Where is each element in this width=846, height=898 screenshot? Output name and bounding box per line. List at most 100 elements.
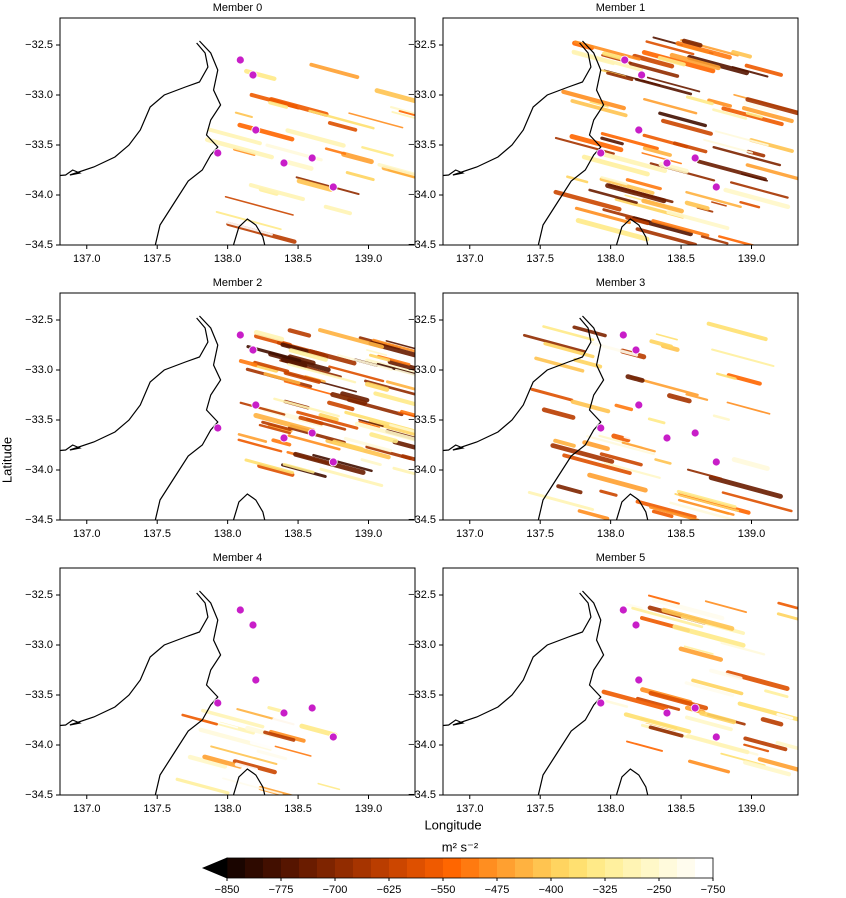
field-streak xyxy=(312,453,373,473)
station-point xyxy=(631,620,641,630)
y-tick-label: −33.0 xyxy=(25,639,53,651)
field-streak xyxy=(574,206,631,225)
field-streak xyxy=(600,136,624,146)
field-streak xyxy=(600,728,673,752)
coastline xyxy=(537,315,605,520)
x-axis-label: Longitude xyxy=(424,817,481,832)
field-streak xyxy=(651,509,674,519)
map-panel xyxy=(443,590,798,795)
field-streak xyxy=(210,719,239,729)
panel-title: Member 2 xyxy=(213,277,263,289)
field-streak xyxy=(280,155,315,167)
y-tick-label: −34.0 xyxy=(25,464,53,476)
map-panel xyxy=(60,590,382,795)
x-tick-label: 139.0 xyxy=(355,528,383,540)
station-point xyxy=(618,330,628,340)
panel-frame xyxy=(59,567,416,796)
y-tick-label: −34.0 xyxy=(25,739,53,751)
field-streak xyxy=(712,146,782,167)
colorbar-band xyxy=(551,858,570,878)
field-streak xyxy=(253,329,285,342)
x-tick-label: 137.5 xyxy=(143,528,171,540)
field-streak xyxy=(600,176,628,186)
field-streak xyxy=(369,432,399,444)
field-streak xyxy=(385,340,415,350)
field-streak xyxy=(706,321,768,342)
field-streak xyxy=(645,40,695,56)
field-streak xyxy=(318,762,352,774)
field-streak xyxy=(332,439,364,452)
field-streak xyxy=(224,196,294,216)
map-panel xyxy=(60,40,415,245)
y-tick-label: −32.5 xyxy=(25,314,53,326)
field-streak xyxy=(666,210,730,231)
field-streak xyxy=(348,56,415,79)
y-tick-label: −33.0 xyxy=(408,639,436,651)
field-streak xyxy=(703,138,753,154)
station-point xyxy=(690,428,700,438)
field-streak xyxy=(676,489,737,509)
field-streak xyxy=(704,600,748,614)
colorbar-band xyxy=(281,858,300,878)
x-tick-label: 138.0 xyxy=(214,528,242,540)
station-point xyxy=(690,153,700,163)
field-streak xyxy=(677,498,735,516)
field-streak xyxy=(216,218,273,236)
field-streak xyxy=(263,730,296,742)
field-streak xyxy=(282,462,315,474)
panel-frame xyxy=(442,17,799,246)
field-streak xyxy=(323,204,352,216)
x-tick-label: 138.5 xyxy=(667,528,695,540)
x-tick-label: 137.0 xyxy=(73,803,101,815)
field-streak xyxy=(688,759,731,774)
field-streak xyxy=(715,372,737,380)
field-streak xyxy=(657,55,686,67)
field-streak xyxy=(210,745,278,766)
colorbar-tick-label: −250 xyxy=(647,884,672,896)
field-streak xyxy=(570,99,628,118)
field-streak xyxy=(632,53,675,69)
station-point xyxy=(213,423,223,433)
field-streak xyxy=(712,414,730,421)
field-streak xyxy=(707,98,732,108)
station-point xyxy=(328,732,338,742)
y-tick-label: −34.5 xyxy=(408,239,436,251)
coastline xyxy=(232,493,266,520)
field-streak xyxy=(343,436,393,453)
station-point xyxy=(711,457,721,467)
field-streak xyxy=(318,413,339,422)
colorbar-band xyxy=(317,858,336,878)
field-streak xyxy=(572,325,607,338)
field-streak xyxy=(361,146,394,157)
y-tick-label: −34.0 xyxy=(408,464,436,476)
field-streak xyxy=(280,357,308,368)
field-streak xyxy=(725,670,790,692)
field-streak xyxy=(354,421,415,442)
field-streak xyxy=(542,325,595,342)
map-panel xyxy=(443,36,798,245)
field-streak xyxy=(646,76,701,93)
station-point xyxy=(248,345,258,355)
field-streak xyxy=(345,171,375,182)
field-streak xyxy=(368,353,391,362)
field-streak xyxy=(261,420,292,432)
field-streak xyxy=(318,778,382,795)
field-streak xyxy=(588,188,638,204)
field-streak xyxy=(625,178,662,191)
x-tick-label: 138.0 xyxy=(214,803,242,815)
field-streak xyxy=(743,743,770,753)
colorbar-band xyxy=(569,858,588,878)
colorbar-band xyxy=(533,858,552,878)
field-streak xyxy=(721,106,784,127)
field-streak xyxy=(239,401,286,416)
field-streak xyxy=(726,373,762,386)
field-streak xyxy=(623,712,692,734)
x-tick-label: 138.5 xyxy=(284,528,312,540)
station-point xyxy=(634,400,644,410)
field-streak xyxy=(181,784,225,795)
field-streak xyxy=(745,97,798,116)
field-streak xyxy=(685,393,709,401)
station-point xyxy=(307,428,317,438)
field-streak xyxy=(358,420,381,428)
field-streak xyxy=(364,381,390,392)
